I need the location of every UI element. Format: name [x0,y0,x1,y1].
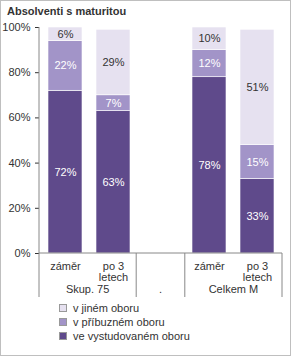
svg-text:15%: 15% [246,155,268,167]
svg-text:Celkem M: Celkem M [209,283,259,295]
svg-text:72%: 72% [54,166,76,178]
svg-text:záměr: záměr [194,260,225,272]
svg-text:.: . [159,283,162,295]
svg-text:7%: 7% [106,97,122,109]
svg-text:po 3letech: po 3letech [99,260,128,283]
html-text:v příbuzném oboru: v příbuzném oboru [73,316,165,328]
svg-text:12%: 12% [198,57,220,69]
html-text:ve vystudovaném oboru: ve vystudovaném oboru [73,330,190,342]
svg-text:100%: 100% [2,21,30,33]
html-text:Absolventi s maturitou: Absolventi s maturitou [7,5,127,17]
svg-text:6%: 6% [58,28,74,40]
svg-text:78%: 78% [198,159,220,171]
svg-text:20%: 20% [8,202,30,214]
svg-text:51%: 51% [246,81,268,93]
svg-text:33%: 33% [246,210,268,222]
svg-text:63%: 63% [102,176,124,188]
svg-text:Skup. 75: Skup. 75 [66,283,109,295]
svg-text:0%: 0% [15,247,31,259]
svg-text:10%: 10% [198,32,220,44]
svg-text:po 3letech: po 3letech [243,260,272,283]
svg-text:60%: 60% [8,111,30,123]
html-text:v jiném oboru: v jiném oboru [73,302,139,314]
svg-text:29%: 29% [102,56,124,68]
svg-text:40%: 40% [8,157,30,169]
svg-text:záměr: záměr [50,260,81,272]
svg-text:80%: 80% [8,66,30,78]
svg-text:22%: 22% [54,59,76,71]
